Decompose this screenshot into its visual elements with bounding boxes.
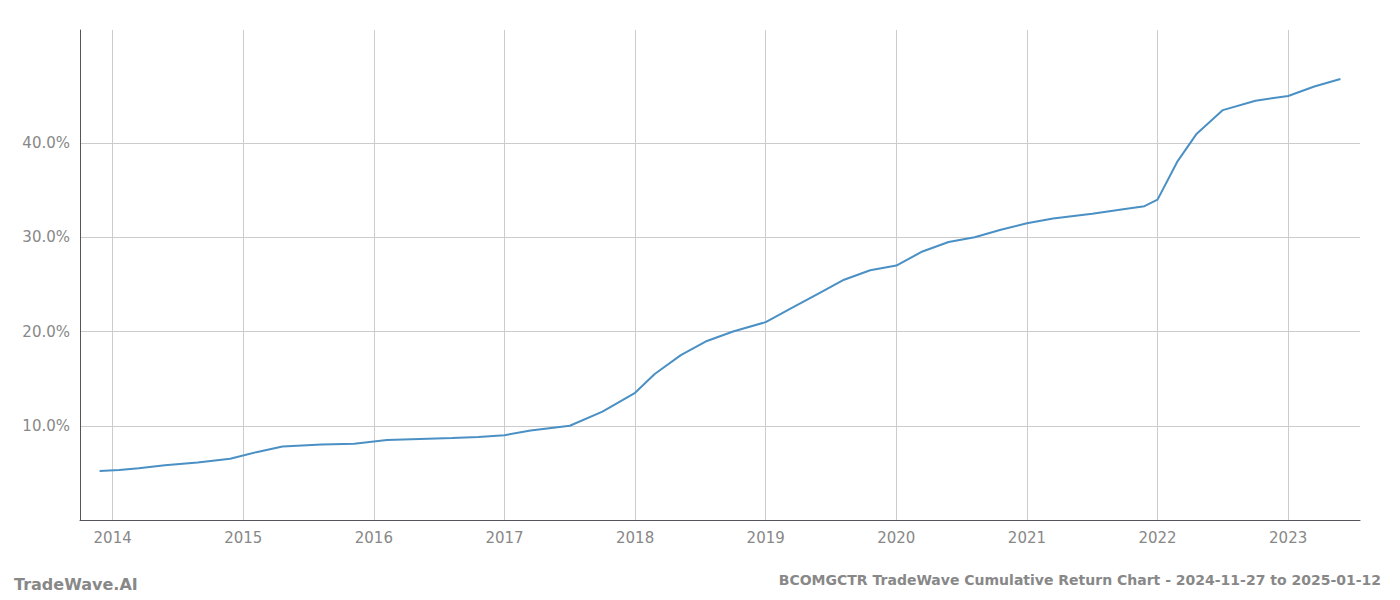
svg-text:2020: 2020 (877, 529, 915, 547)
svg-text:2023: 2023 (1269, 529, 1307, 547)
svg-text:2015: 2015 (224, 529, 262, 547)
svg-text:2022: 2022 (1138, 529, 1176, 547)
svg-text:2017: 2017 (485, 529, 523, 547)
svg-text:10.0%: 10.0% (22, 417, 70, 435)
svg-text:2016: 2016 (355, 529, 393, 547)
svg-text:2021: 2021 (1008, 529, 1046, 547)
svg-text:40.0%: 40.0% (22, 134, 70, 152)
svg-text:TradeWave.AI: TradeWave.AI (14, 575, 138, 594)
svg-text:2014: 2014 (94, 529, 132, 547)
svg-text:BCOMGCTR TradeWave Cumulative: BCOMGCTR TradeWave Cumulative Return Cha… (779, 572, 1381, 588)
svg-text:30.0%: 30.0% (22, 228, 70, 246)
svg-text:2018: 2018 (616, 529, 654, 547)
svg-text:2019: 2019 (747, 529, 785, 547)
svg-text:20.0%: 20.0% (22, 323, 70, 341)
